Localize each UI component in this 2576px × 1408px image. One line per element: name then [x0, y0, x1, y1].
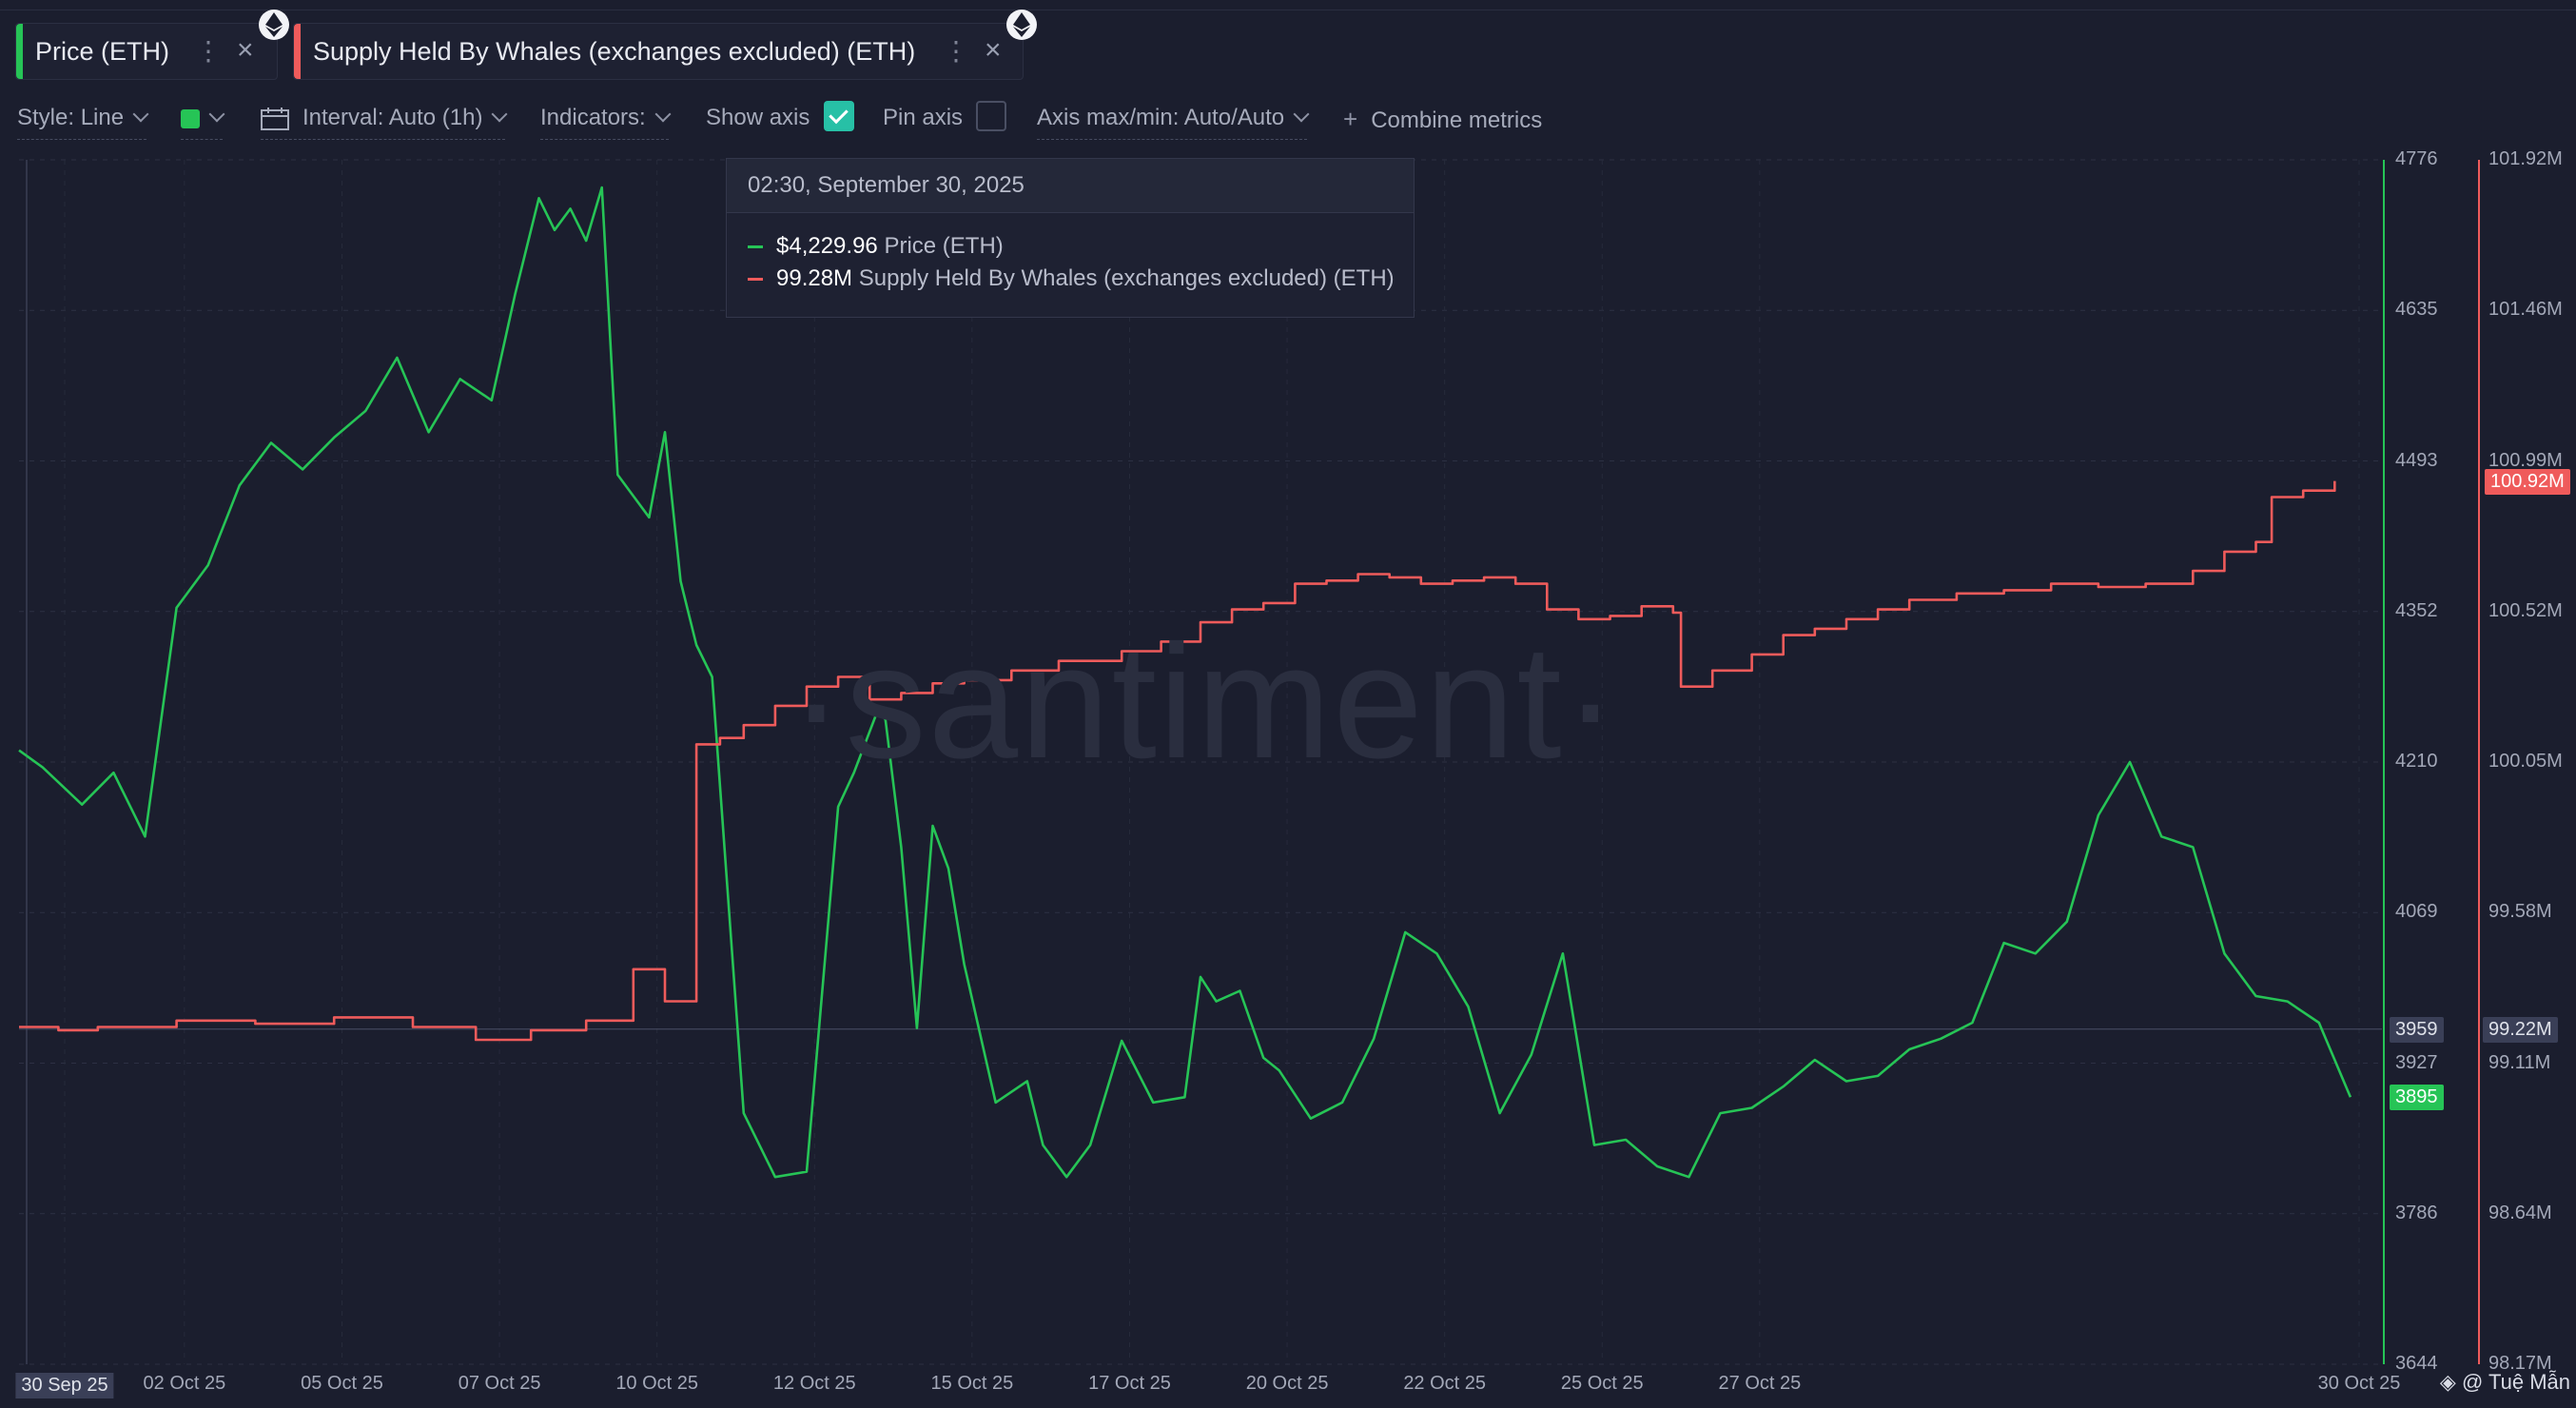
- close-icon[interactable]: ×: [237, 34, 254, 66]
- indicators-label: Indicators:: [540, 105, 646, 130]
- close-icon[interactable]: ×: [985, 34, 1002, 66]
- whale-axis-tick-label: 100.05M: [2488, 751, 2563, 772]
- last-price-badge: 3895: [2390, 1085, 2444, 1111]
- x-axis-tick-label: 30 Sep 25: [15, 1373, 114, 1398]
- metric-tab-price[interactable]: Price (ETH) ⋮ ×: [15, 23, 278, 80]
- whale-series-line: [19, 480, 2336, 1042]
- whale-axis-tick-label: 100.99M: [2488, 449, 2563, 471]
- chart-series: [18, 186, 2352, 1179]
- show-axis-checkbox[interactable]: [824, 101, 854, 131]
- whale-axis-tick-label: 99.11M: [2488, 1051, 2551, 1073]
- interval-label: Interval: Auto (1h): [302, 105, 483, 130]
- x-axis-tick-label: 25 Oct 25: [1560, 1373, 1644, 1394]
- price-axis-tick-label: 4352: [2395, 599, 2438, 621]
- axis-maxmin-dropdown[interactable]: Axis max/min: Auto/Auto: [1037, 105, 1310, 140]
- chart-axes: [2383, 160, 2480, 1364]
- credit-text: @ Tuệ Mẫn: [2461, 1370, 2570, 1394]
- x-axis-tick-label: 22 Oct 25: [1403, 1373, 1487, 1394]
- price-axis-tick-label: 4210: [2395, 751, 2438, 772]
- indicators-dropdown[interactable]: Indicators:: [540, 105, 672, 140]
- x-axis-tick-label: 10 Oct 25: [615, 1373, 699, 1394]
- crosshair-price-badge: 3959: [2390, 1016, 2444, 1043]
- author-credit: ◈ @ Tuệ Mẫn: [2440, 1370, 2570, 1395]
- crosshair-whale-badge: 99.22M: [2483, 1016, 2558, 1043]
- calendar-icon: [261, 107, 289, 130]
- tooltip-series-name: Supply Held By Whales (exchanges exclude…: [858, 265, 1395, 291]
- more-options-icon[interactable]: ⋮: [195, 36, 222, 66]
- series-color-icon: [748, 245, 763, 249]
- x-axis-tick-label: 05 Oct 25: [301, 1373, 383, 1394]
- price-axis-tick-label: 3786: [2395, 1202, 2438, 1223]
- metric-tab-whales[interactable]: Supply Held By Whales (exchanges exclude…: [293, 23, 1024, 80]
- tooltip-date: 02:30, September 30, 2025: [727, 159, 1414, 213]
- style-dropdown[interactable]: Style: Line: [17, 105, 149, 140]
- whale-axis-tick-label: 98.64M: [2488, 1202, 2552, 1223]
- chart-tooltip: 02:30, September 30, 2025 $4,229.96 Pric…: [726, 158, 1415, 318]
- x-axis-tick-label: 07 Oct 25: [458, 1373, 541, 1394]
- pin-axis-checkbox[interactable]: [976, 101, 1006, 131]
- series-color-icon: [748, 278, 763, 282]
- price-axis-tick-label: 4493: [2395, 449, 2438, 471]
- price-axis-tick-label: 4069: [2395, 901, 2438, 923]
- combine-metrics-label: Combine metrics: [1371, 108, 1543, 133]
- ethereum-icon: [259, 10, 289, 40]
- binance-icon: ◈: [2439, 1370, 2462, 1394]
- tooltip-row-whales: 99.28M Supply Held By Whales (exchanges …: [748, 265, 1395, 292]
- color-swatch-icon: [181, 108, 200, 128]
- combine-metrics-button[interactable]: + Combine metrics: [1343, 105, 1542, 134]
- price-axis-tick-label: 4776: [2395, 148, 2438, 169]
- whale-axis-tick-label: 100.52M: [2488, 599, 2563, 621]
- tooltip-series-name: Price (ETH): [884, 233, 1004, 259]
- metric-tab-label: Supply Held By Whales (exchanges exclude…: [313, 36, 916, 66]
- price-series-line: [18, 186, 2352, 1179]
- x-axis-tick-label: 15 Oct 25: [930, 1373, 1014, 1394]
- x-axis-tick-label: 02 Oct 25: [143, 1373, 226, 1394]
- x-axis-tick-label: 17 Oct 25: [1088, 1373, 1171, 1394]
- whale-axis-tick-label: 99.58M: [2488, 901, 2552, 923]
- whale-axis-tick-label: 101.92M: [2488, 148, 2563, 169]
- tooltip-value: $4,229.96: [776, 233, 878, 259]
- chart-toolbar: Style: Line Interval: Auto (1h) Indicato…: [0, 95, 1617, 141]
- x-axis-tick-label: 30 Oct 25: [2317, 1373, 2401, 1394]
- pin-axis-label: Pin axis: [883, 105, 964, 130]
- x-axis-tick-label: 20 Oct 25: [1245, 1373, 1329, 1394]
- x-axis-tick-label: 27 Oct 25: [1718, 1373, 1802, 1394]
- show-axis-label: Show axis: [706, 105, 810, 130]
- interval-dropdown[interactable]: Interval: Auto (1h): [261, 105, 508, 140]
- whale-axis-tick-label: 101.46M: [2488, 299, 2563, 321]
- ethereum-icon: [1006, 10, 1037, 40]
- more-options-icon[interactable]: ⋮: [943, 36, 969, 66]
- metric-color-stripe: [16, 24, 23, 79]
- tooltip-row-price: $4,229.96 Price (ETH): [748, 233, 1004, 260]
- whale-axis-tick-label: 98.17M: [2488, 1353, 2552, 1374]
- last-whale-badge: 100.92M: [2485, 468, 2570, 495]
- style-label: Style: Line: [17, 105, 125, 130]
- price-axis-tick-label: 4635: [2395, 299, 2438, 321]
- tooltip-value: 99.28M: [776, 265, 853, 291]
- metric-color-stripe: [294, 24, 301, 79]
- chart-grid: [19, 159, 2382, 1365]
- axis-maxmin-label: Axis max/min: Auto/Auto: [1037, 105, 1285, 130]
- plus-icon: +: [1343, 105, 1358, 133]
- price-axis-tick-label: 3644: [2395, 1353, 2438, 1374]
- metric-tab-label: Price (ETH): [35, 36, 169, 66]
- santiment-watermark: ·santiment·: [790, 612, 1620, 792]
- price-axis-tick-label: 3927: [2395, 1051, 2438, 1073]
- x-axis-tick-label: 12 Oct 25: [772, 1373, 856, 1394]
- color-picker[interactable]: [181, 105, 225, 140]
